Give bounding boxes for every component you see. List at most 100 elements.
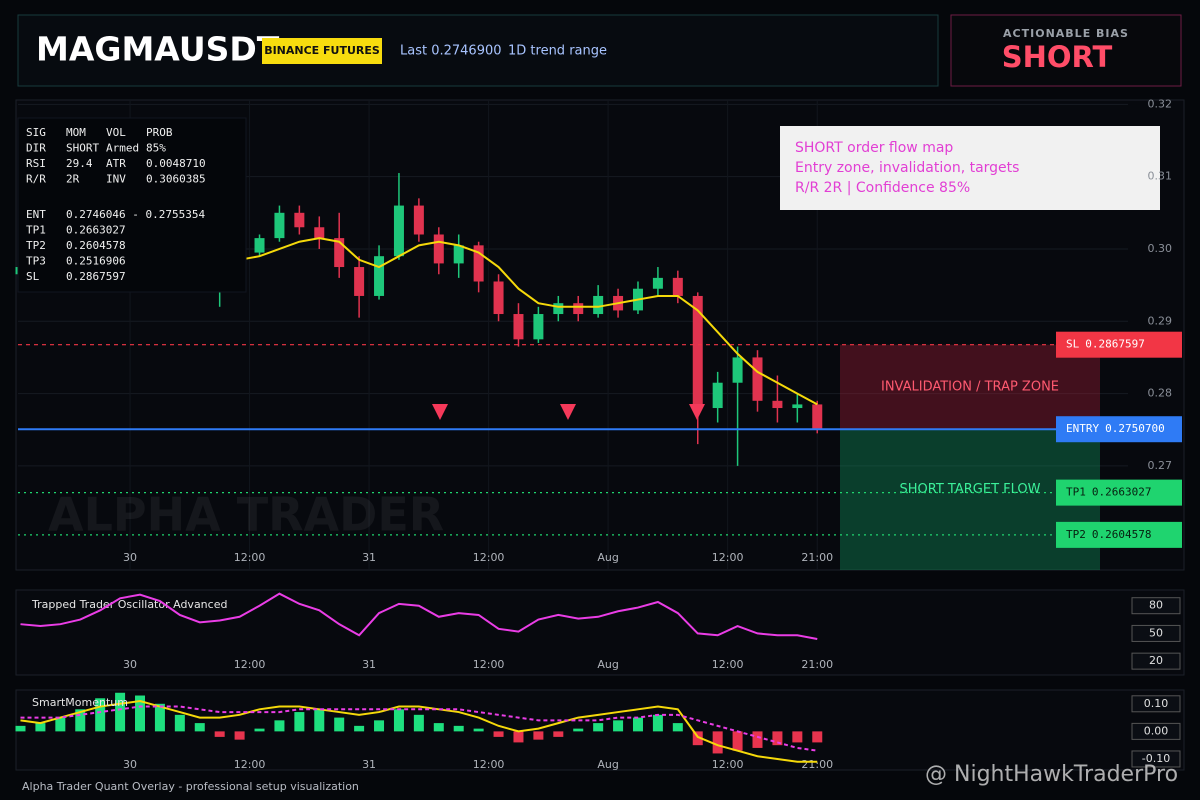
candle-body xyxy=(692,295,703,409)
note-line: R/R 2R | Confidence 85% xyxy=(795,180,970,196)
x-tick-label: 12:00 xyxy=(473,551,505,564)
candle-body xyxy=(672,277,683,296)
y-tick-box xyxy=(1131,695,1181,713)
y-tick-label: 20 xyxy=(1149,654,1163,667)
info-cell: DIR xyxy=(26,142,46,155)
x-tick-label: 21:00 xyxy=(801,758,833,771)
momentum-bar xyxy=(792,731,803,743)
info-cell: 85% xyxy=(146,142,166,155)
info-cell: R/R xyxy=(26,173,46,186)
momentum-bar xyxy=(652,714,663,732)
momentum-bar xyxy=(533,731,544,740)
x-tick-label: 12:00 xyxy=(234,658,266,671)
level-value: 0.2867597 xyxy=(1085,338,1145,351)
candle-body xyxy=(294,212,305,228)
momentum-line xyxy=(20,705,818,752)
bias-label: ACTIONABLE BIAS xyxy=(1003,27,1129,40)
momentum-bar xyxy=(294,712,305,732)
momentum-bar xyxy=(812,731,823,743)
momentum-bar xyxy=(553,731,564,737)
header-box xyxy=(17,14,939,87)
info-level: TP2 xyxy=(26,239,46,252)
momentum-bar xyxy=(453,725,464,732)
chart-watermark: ALPHA TRADER xyxy=(48,488,444,542)
x-tick-label: Aug xyxy=(597,758,618,771)
info-cell: ATR xyxy=(106,157,126,170)
y-tick-label: 0.28 xyxy=(1148,387,1173,400)
zone xyxy=(840,344,1100,430)
x-tick-label: 12:00 xyxy=(712,551,744,564)
candle-body xyxy=(254,238,265,253)
info-cell: 29.4 xyxy=(66,157,93,170)
momentum-bar xyxy=(433,723,444,732)
zone-label: SHORT TARGET FLOW xyxy=(900,482,1041,497)
momentum-bar xyxy=(174,714,185,732)
info-level: SL xyxy=(26,270,40,283)
candle-body xyxy=(473,245,484,282)
note-box xyxy=(780,126,1160,210)
momentum-bar xyxy=(154,703,165,732)
badge: BINANCE FUTURES xyxy=(264,44,380,57)
candle-body xyxy=(433,234,444,264)
momentum-bar xyxy=(613,720,624,732)
info-level: ENT xyxy=(26,208,46,221)
overlay-layer: SIG MOM VOL PROB DIR SHORT Armed 85% RSI 29.4 ATR 0… xyxy=(17,97,1182,768)
candle-body xyxy=(314,227,325,239)
momentum-bar xyxy=(274,720,285,732)
level-label: TP2 0.2604578 xyxy=(1066,528,1151,541)
candle-body xyxy=(652,277,663,289)
level-value: 0.2750700 xyxy=(1105,422,1165,435)
note-line: SHORT order flow map xyxy=(795,140,953,156)
x-tick-label: 12:00 xyxy=(234,551,266,564)
candle-body xyxy=(573,303,584,315)
momentum-bar xyxy=(374,720,385,732)
x-tick-label: Aug xyxy=(597,551,618,564)
y-tick-label: 0.29 xyxy=(1148,314,1173,327)
x-tick-label: 12:00 xyxy=(473,658,505,671)
level-value: 0.2604578 xyxy=(1092,528,1152,541)
range: 1D trend range xyxy=(508,44,607,59)
info-level: TP3 xyxy=(26,255,46,268)
momentum-bar xyxy=(632,717,643,732)
candle-body xyxy=(413,205,424,235)
x-tick-label: 12:00 xyxy=(712,758,744,771)
y-tick-label: 0.10 xyxy=(1144,697,1169,710)
momentum-bar xyxy=(95,698,106,732)
candle-body xyxy=(334,238,345,268)
x-tick-label: 31 xyxy=(362,658,376,671)
candle-body xyxy=(732,357,743,383)
oscillator-line xyxy=(20,592,818,640)
y-tick-box xyxy=(1131,597,1181,615)
level-name: SL xyxy=(1066,338,1080,351)
signal-marker xyxy=(689,404,705,420)
info-cell: 0.3060385 xyxy=(146,173,206,186)
info-level: TP1 xyxy=(26,224,46,237)
x-tick-label: 30 xyxy=(123,658,137,671)
info-level: 0.2746046 - 0.2755354 xyxy=(66,208,205,221)
info-level: 0.2604578 xyxy=(66,239,126,252)
level-value: 0.2663027 xyxy=(1092,486,1152,499)
momentum-bar xyxy=(732,731,743,751)
momentum-bar xyxy=(672,723,683,732)
y-tick-label: 0.27 xyxy=(1148,459,1173,472)
watermark: @ NightHawkTraderPro xyxy=(925,762,1178,787)
momentum-bar xyxy=(135,695,146,732)
bias-box xyxy=(950,14,1182,87)
x-tick-label: 30 xyxy=(123,551,137,564)
momentum-bar xyxy=(334,717,345,732)
info-cell: INV xyxy=(106,173,126,186)
momentum-bar xyxy=(35,723,46,732)
momentum-bar xyxy=(712,731,723,754)
level-tag xyxy=(1056,416,1182,443)
y-tick-box xyxy=(1131,652,1181,670)
momentum-bar xyxy=(493,731,504,737)
momentum-bar xyxy=(15,725,26,732)
y-tick-label: 50 xyxy=(1149,626,1163,639)
y-tick-box xyxy=(1131,722,1181,740)
info-cell: SHORT xyxy=(66,142,99,155)
y-tick-label: 0.30 xyxy=(1148,242,1173,255)
momentum-bar xyxy=(75,709,86,732)
level-name: TP2 xyxy=(1066,528,1086,541)
momentum-bar xyxy=(314,709,325,732)
